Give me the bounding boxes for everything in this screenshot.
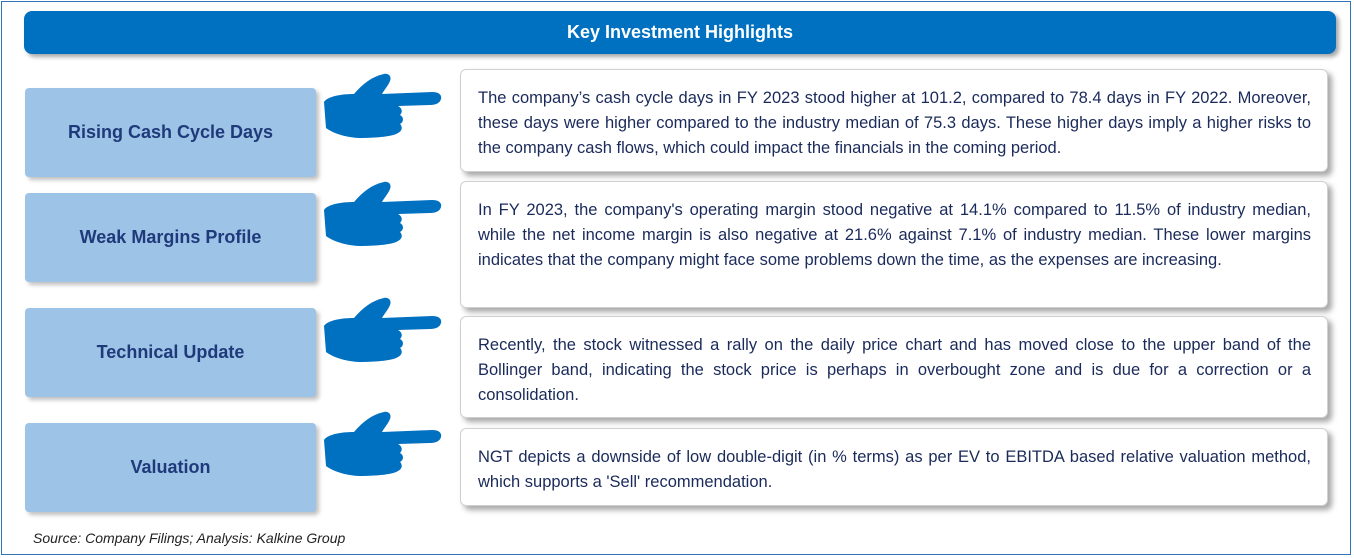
highlight-description-text: NGT depicts a downside of low double-dig… [478,448,1311,491]
highlight-description-cash-cycle: The company’s cash cycle days in FY 2023… [460,69,1328,172]
highlight-description-text: Recently, the stock witnessed a rally on… [478,336,1311,404]
highlight-label-text: Technical Update [96,342,245,362]
source-note: Source: Company Filings; Analysis: Kalki… [33,530,346,546]
highlight-description-text: In FY 2023, the company's operating marg… [478,201,1311,269]
highlight-label-valuation: Valuation [25,423,316,512]
pointing-hand-icon [324,297,442,362]
highlight-label-cash-cycle: Rising Cash Cycle Days [25,88,316,177]
pointing-hand-icon [324,411,442,476]
section-header: Key Investment Highlights [24,11,1336,54]
highlight-label-margins: Weak Margins Profile [25,193,316,282]
highlight-description-text: The company’s cash cycle days in FY 2023… [478,89,1311,157]
pointing-hand-icon [324,181,442,246]
pointing-hand-icon [324,73,442,138]
highlight-label-technical: Technical Update [25,308,316,397]
highlight-label-text: Rising Cash Cycle Days [67,122,274,142]
highlight-label-text: Valuation [130,457,211,477]
highlight-label-text: Weak Margins Profile [79,227,262,247]
highlight-description-valuation: NGT depicts a downside of low double-dig… [460,428,1328,506]
header-title: Key Investment Highlights [566,22,794,42]
highlight-description-margins: In FY 2023, the company's operating marg… [460,181,1328,308]
highlight-description-technical: Recently, the stock witnessed a rally on… [460,316,1328,418]
